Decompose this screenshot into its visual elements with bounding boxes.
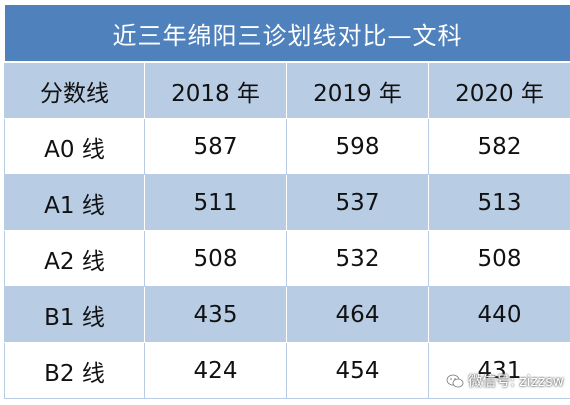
cell-2019: 464 bbox=[286, 286, 429, 343]
table-row: B1 线 435 464 440 bbox=[4, 286, 570, 343]
cell-2019: 532 bbox=[286, 230, 429, 287]
cell-2020: 582 bbox=[428, 118, 570, 175]
cell-2019: 537 bbox=[286, 174, 429, 231]
watermark-text: 微信号: zizzsw bbox=[468, 374, 564, 390]
cell-2019: 598 bbox=[286, 118, 429, 175]
table-title: 近三年绵阳三诊划线对比—文科 bbox=[4, 4, 570, 63]
cell-2020: 513 bbox=[428, 174, 570, 231]
score-comparison-table: 近三年绵阳三诊划线对比—文科 分数线 2018 年 2019 年 2020 年 … bbox=[4, 4, 570, 399]
wechat-watermark: 微信号: zizzsw bbox=[446, 371, 564, 391]
table-row: A2 线 508 532 508 bbox=[4, 230, 570, 287]
header-row: 分数线 2018 年 2019 年 2020 年 bbox=[4, 61, 570, 119]
table-row: B2 线 424 454 431 bbox=[4, 342, 570, 399]
cell-2020: 508 bbox=[428, 230, 570, 287]
cell-2020: 440 bbox=[428, 286, 570, 343]
cell-2018: 508 bbox=[144, 230, 287, 287]
cell-2018: 424 bbox=[144, 342, 287, 399]
header-year-2019: 2019 年 bbox=[286, 61, 429, 119]
score-comparison-table-container: 近三年绵阳三诊划线对比—文科 分数线 2018 年 2019 年 2020 年 … bbox=[4, 4, 570, 405]
header-year-2020: 2020 年 bbox=[428, 61, 570, 119]
row-label: A1 线 bbox=[4, 174, 145, 231]
wechat-icon bbox=[446, 374, 464, 388]
header-year-2018: 2018 年 bbox=[144, 61, 287, 119]
cell-2018: 587 bbox=[144, 118, 287, 175]
row-label: A0 线 bbox=[4, 118, 145, 175]
cell-2018: 511 bbox=[144, 174, 287, 231]
cell-2018: 435 bbox=[144, 286, 287, 343]
cell-2019: 454 bbox=[286, 342, 429, 399]
cell-2020: 431 bbox=[428, 342, 570, 399]
row-label: B2 线 bbox=[4, 342, 145, 399]
row-label: B1 线 bbox=[4, 286, 145, 343]
table-row: A1 线 511 537 513 bbox=[4, 174, 570, 231]
table-row: A0 线 587 598 582 bbox=[4, 118, 570, 175]
row-label: A2 线 bbox=[4, 230, 145, 287]
header-score-line: 分数线 bbox=[4, 61, 145, 119]
